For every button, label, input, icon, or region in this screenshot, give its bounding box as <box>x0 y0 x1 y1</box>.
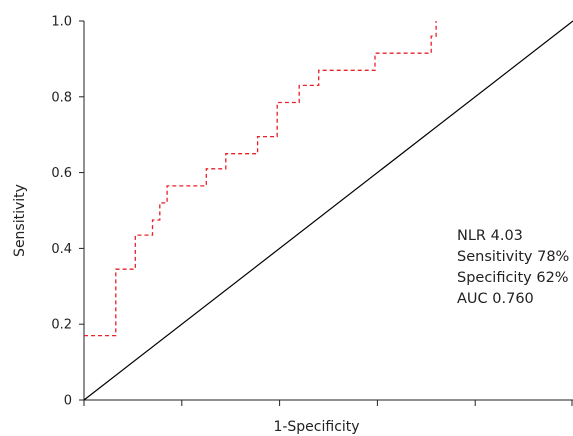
y-ticks: 0 0.2 0.4 0.6 0.8 1.0 <box>51 15 84 409</box>
annotation-line: NLR 4.03 <box>457 228 523 244</box>
y-tick-label: 0.2 <box>51 318 72 333</box>
roc-curve-line <box>84 21 437 337</box>
annotation-line: AUC 0.760 <box>457 291 534 307</box>
axes <box>83 21 573 401</box>
annotation-line: Specificity 62% <box>457 270 569 286</box>
annotation-line: Sensitivity 78% <box>457 249 569 265</box>
annotation-block: NLR 4.03 Sensitivity 78% Specificity 62% AU… <box>457 228 569 307</box>
x-axis-label: 1-Specificity <box>273 419 359 435</box>
reference-diagonal-line <box>83 20 573 401</box>
y-axis-label: Sensitivity <box>12 184 28 257</box>
y-tick-label: 0.6 <box>51 166 72 181</box>
y-tick-label: 1.0 <box>51 15 72 30</box>
x-ticks <box>83 400 573 406</box>
series-group <box>83 20 573 401</box>
y-tick-label: 0.8 <box>51 90 72 105</box>
y-tick-label: 0 <box>64 394 72 409</box>
y-tick-label: 0.4 <box>51 242 72 257</box>
